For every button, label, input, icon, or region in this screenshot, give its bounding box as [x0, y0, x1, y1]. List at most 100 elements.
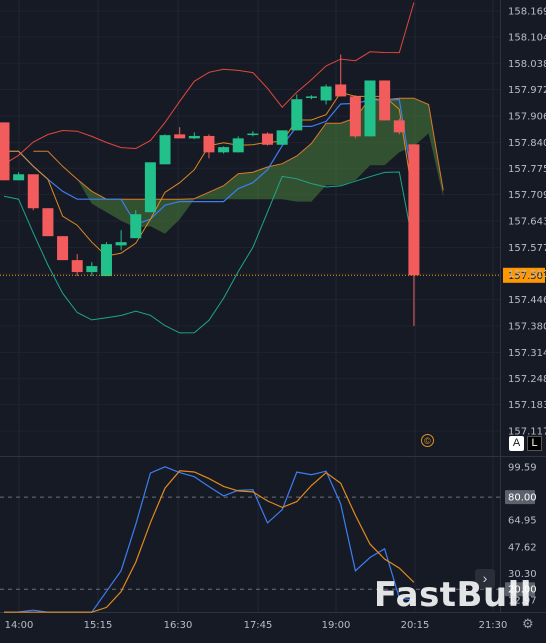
- candle-body: [27, 174, 39, 209]
- candle-body: [0, 122, 10, 181]
- price-tick-label: 158.169: [508, 7, 546, 18]
- price-tick-label: 157.709: [508, 190, 546, 201]
- gear-icon[interactable]: ⚙: [522, 616, 534, 631]
- candle: [188, 132, 200, 140]
- currency-marker-icon[interactable]: ©: [421, 434, 434, 447]
- candle-body: [291, 99, 303, 131]
- candle: [218, 146, 230, 154]
- candle-body: [174, 134, 186, 139]
- candle: [203, 134, 215, 159]
- candle-body: [276, 130, 288, 145]
- stochastic-d-line: [4, 470, 415, 613]
- price-tick-label: 158.104: [508, 32, 546, 43]
- stochastic-panel: [0, 466, 500, 613]
- price-tick-label: 157.643: [508, 217, 546, 228]
- candle: [364, 80, 376, 137]
- stochastic-tick-label: 30.30: [508, 569, 537, 580]
- stochastic-tick-label: 20.00: [508, 585, 537, 596]
- stochastic-tick-label: 99.59: [508, 463, 537, 474]
- candle-body: [349, 96, 361, 137]
- candle: [379, 80, 391, 121]
- price-tick-label: 157.775: [508, 164, 546, 175]
- candle: [393, 118, 405, 135]
- stochastic-tick-label: 64.95: [508, 516, 537, 527]
- price-tick-label: 157.314: [508, 348, 546, 359]
- candle-body: [335, 84, 347, 97]
- time-tick-label: 20:15: [401, 620, 430, 631]
- candle: [42, 208, 54, 237]
- time-tick-label: 15:15: [84, 620, 113, 631]
- candle: [159, 134, 171, 165]
- candle: [247, 131, 259, 137]
- price-tick-label: 158.038: [508, 59, 546, 70]
- candle-body: [232, 138, 244, 153]
- candle: [305, 95, 317, 100]
- time-tick-label: 14:00: [5, 620, 34, 631]
- price-tick-label: 157.511: [508, 269, 546, 280]
- chevron-right-icon[interactable]: ›: [475, 569, 495, 589]
- candle-body: [13, 174, 25, 181]
- candle-body: [218, 147, 230, 153]
- candle: [232, 136, 244, 153]
- candle: [291, 94, 303, 131]
- price-tick-label: 157.906: [508, 112, 546, 123]
- price-tick-label: 157.972: [508, 85, 546, 96]
- candle-body: [379, 80, 391, 121]
- lower-band-line: [3, 171, 415, 334]
- candle: [0, 122, 10, 181]
- time-tick-label: 21:30: [479, 620, 508, 631]
- candle-body: [42, 208, 54, 237]
- upper-band-line: [3, 2, 415, 165]
- price-tick-label: 157.446: [508, 295, 546, 306]
- time-tick-label: 19:00: [322, 620, 351, 631]
- price-tick-label: 157.380: [508, 322, 546, 333]
- candle: [130, 210, 142, 239]
- candle-body: [320, 86, 332, 101]
- candle: [100, 242, 112, 277]
- candle-body: [262, 133, 274, 145]
- candle-body: [393, 120, 405, 133]
- price-tick-label: 157.840: [508, 138, 546, 149]
- candlestick-series: [0, 54, 420, 326]
- candle-body: [305, 96, 317, 98]
- stochastic-tick-label: 80.00: [508, 493, 537, 504]
- candle: [86, 262, 98, 277]
- candle: [276, 130, 288, 145]
- candle: [174, 127, 186, 139]
- stochastic-tick-label: 12.97: [508, 596, 537, 607]
- candle-body: [203, 135, 215, 153]
- candle-body: [100, 244, 112, 277]
- candle: [71, 254, 83, 277]
- candle-body: [130, 214, 142, 239]
- last-price-label: 157.507: [508, 271, 546, 282]
- price-axis[interactable]: 158.169 158.104 158.038 157.972 157.906 157.8…: [508, 7, 546, 438]
- candle-body: [159, 135, 171, 165]
- candle: [144, 162, 156, 213]
- candle-body: [115, 242, 127, 246]
- time-tick-label: 17:45: [244, 620, 273, 631]
- price-tick-label: 157.183: [508, 400, 546, 411]
- watermark-logo: FastBull: [373, 575, 532, 615]
- candle-body: [144, 162, 156, 213]
- candle-body: [57, 236, 69, 261]
- time-tick-label: 16:30: [164, 620, 193, 631]
- price-tick-label: 157.117: [508, 427, 546, 438]
- candle: [27, 174, 39, 211]
- kijun-line: [4, 98, 415, 225]
- last-price-line: 157.507: [0, 267, 546, 283]
- stochastic-level-badge: [505, 582, 535, 597]
- candle: [408, 144, 420, 326]
- auto-scale-button[interactable]: A: [509, 436, 524, 451]
- time-axis[interactable]: 14:00 15:15 16:30 17:45 19:00 20:15 21:30: [5, 620, 508, 631]
- candle: [349, 95, 361, 139]
- candle-body: [86, 266, 98, 273]
- candle: [262, 132, 274, 146]
- price-tick-label: 157.248: [508, 374, 546, 385]
- candle: [115, 230, 127, 251]
- kumo-cloud-area: [33, 98, 444, 234]
- log-scale-button[interactable]: L: [527, 436, 542, 451]
